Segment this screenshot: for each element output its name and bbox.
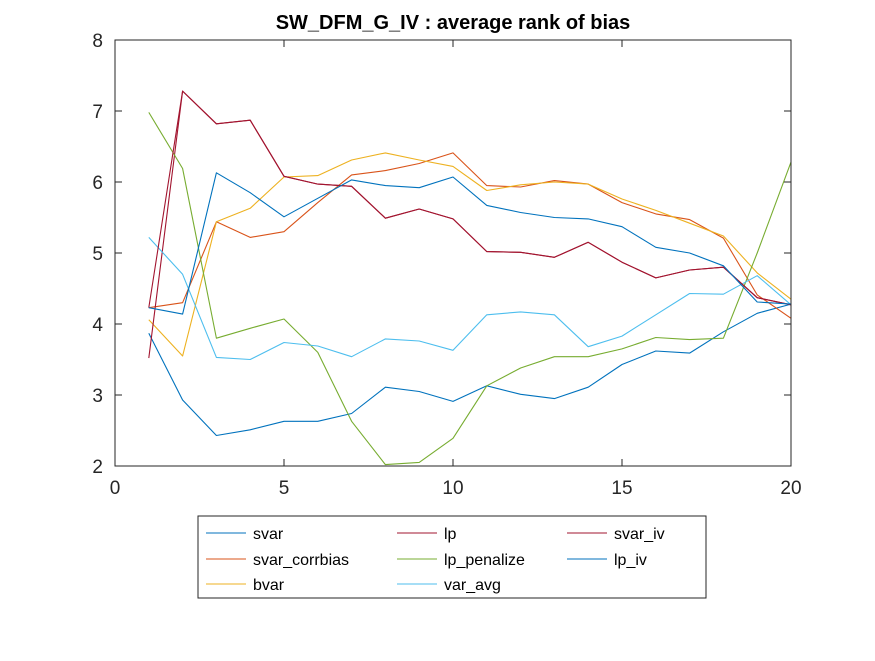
legend-box [197, 515, 707, 599]
series-line-bvar [148, 152, 792, 357]
x-tick-label: 20 [780, 478, 801, 499]
series-line-svar-iv [148, 90, 792, 308]
series-layer [148, 90, 792, 466]
legend-label-var-avg: var_avg [444, 577, 501, 594]
legend-label-lp-iv: lp_iv [614, 552, 647, 569]
legend-label-svar: svar [253, 526, 284, 543]
legend-label-lp: lp [444, 526, 457, 543]
y-tick-label: 6 [92, 173, 103, 194]
ticks-layer: 0 5 10 15 20 2 3 4 5 6 7 8 [92, 31, 801, 499]
series-line-lp-penalize [148, 112, 792, 466]
legend-label-svar-iv: svar_iv [614, 526, 665, 543]
x-tick-label: 0 [110, 478, 121, 499]
plot-area [115, 40, 791, 466]
y-tick-label: 3 [92, 386, 103, 407]
y-tick-label: 4 [92, 315, 103, 336]
chart-title: SW_DFM_G_IV : average rank of bias [276, 12, 631, 34]
series-line-var-avg [148, 237, 792, 361]
series-line-svar [148, 303, 792, 437]
x-tick-label: 10 [442, 478, 463, 499]
legend-label-svar-corrbias: svar_corrbias [253, 552, 349, 569]
x-tick-label: 15 [611, 478, 632, 499]
y-tick-label: 8 [92, 31, 103, 52]
series-line-lp-iv [148, 172, 792, 315]
y-tick-label: 7 [92, 102, 103, 123]
legend-label-lp-penalize: lp_penalize [444, 552, 525, 569]
series-line-svar-corrbias [148, 152, 792, 319]
x-tick-label: 5 [279, 478, 290, 499]
legend-label-bvar: bvar [253, 577, 285, 594]
y-tick-label: 2 [92, 457, 103, 478]
legend: svar lp svar_iv svar_corrbias lp_penalize lp_… [197, 515, 707, 599]
y-tick-label: 5 [92, 244, 103, 265]
